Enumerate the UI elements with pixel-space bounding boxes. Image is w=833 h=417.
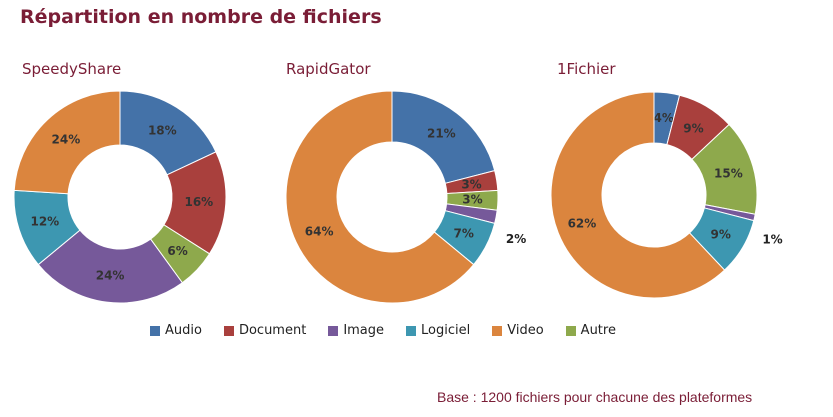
slice-label-logiciel: 7%	[454, 227, 474, 241]
slice-image	[37, 229, 184, 304]
legend-item-logiciel: Logiciel	[406, 323, 470, 338]
slice-label-document: 16%	[184, 195, 213, 209]
slice-video	[550, 91, 726, 299]
legend-label: Logiciel	[421, 323, 471, 338]
slice-label-logiciel: 12%	[30, 214, 59, 228]
legend-item-document: Document	[223, 323, 307, 338]
legend-item-audio: Audio	[150, 323, 202, 338]
slice-label-image: 1%	[762, 232, 782, 246]
legend-label: Document	[238, 323, 307, 338]
legend-swatch	[328, 325, 339, 336]
legend-label: Video	[507, 323, 544, 338]
slice-label-video: 62%	[568, 217, 597, 231]
legend-item-autre: Autre	[565, 323, 616, 338]
slice-label-document: 9%	[683, 121, 703, 135]
slice-label-autre: 15%	[714, 166, 743, 180]
slice-label-logiciel: 9%	[711, 227, 731, 241]
slice-video	[13, 90, 121, 195]
chart-title-speedyshare: SpeedyShare	[22, 60, 121, 78]
legend: Audio Document Image Logiciel Video Autre	[150, 323, 616, 338]
legend-label: Audio	[165, 323, 202, 338]
legend-label: Image	[343, 323, 385, 338]
slice-video	[285, 90, 475, 304]
legend-swatch	[406, 325, 417, 336]
legend-label: Autre	[580, 323, 616, 338]
legend-swatch	[150, 325, 160, 336]
slice-label-image: 2%	[506, 232, 526, 246]
slice-label-autre: 6%	[167, 244, 187, 258]
slice-label-video: 24%	[52, 132, 81, 146]
slice-label-document: 3%	[461, 177, 481, 191]
slice-label-video: 64%	[305, 224, 334, 238]
legend-swatch	[565, 325, 576, 336]
slice-label-image: 24%	[96, 268, 125, 282]
slice-audio	[391, 90, 496, 184]
footnote: Base : 1200 fichiers pour chacune des pl…	[437, 389, 753, 405]
chart-page-title: Répartition en nombre de fichiers	[20, 6, 382, 28]
slice-label-autre: 3%	[462, 193, 482, 207]
chart-title-1fichier: 1Fichier	[557, 60, 616, 78]
donut-1fichier: 1Fichier 4% 9% 15% 1% 9% 62%	[550, 60, 783, 299]
legend-swatch	[492, 325, 503, 336]
legend-swatch	[223, 325, 234, 336]
donut-speedyshare: SpeedyShare 18% 16% 6% 24% 12% 24%	[13, 60, 227, 304]
legend-item-video: Video	[492, 323, 544, 338]
slice-label-audio: 4%	[654, 111, 674, 125]
donut-rapidgator: RapidGator 21% 3% 3% 2% 7% 64%	[285, 60, 526, 304]
slice-label-audio: 21%	[427, 126, 456, 140]
slice-label-audio: 18%	[148, 123, 177, 137]
chart-title-rapidgator: RapidGator	[286, 60, 371, 78]
legend-item-image: Image	[328, 323, 384, 338]
